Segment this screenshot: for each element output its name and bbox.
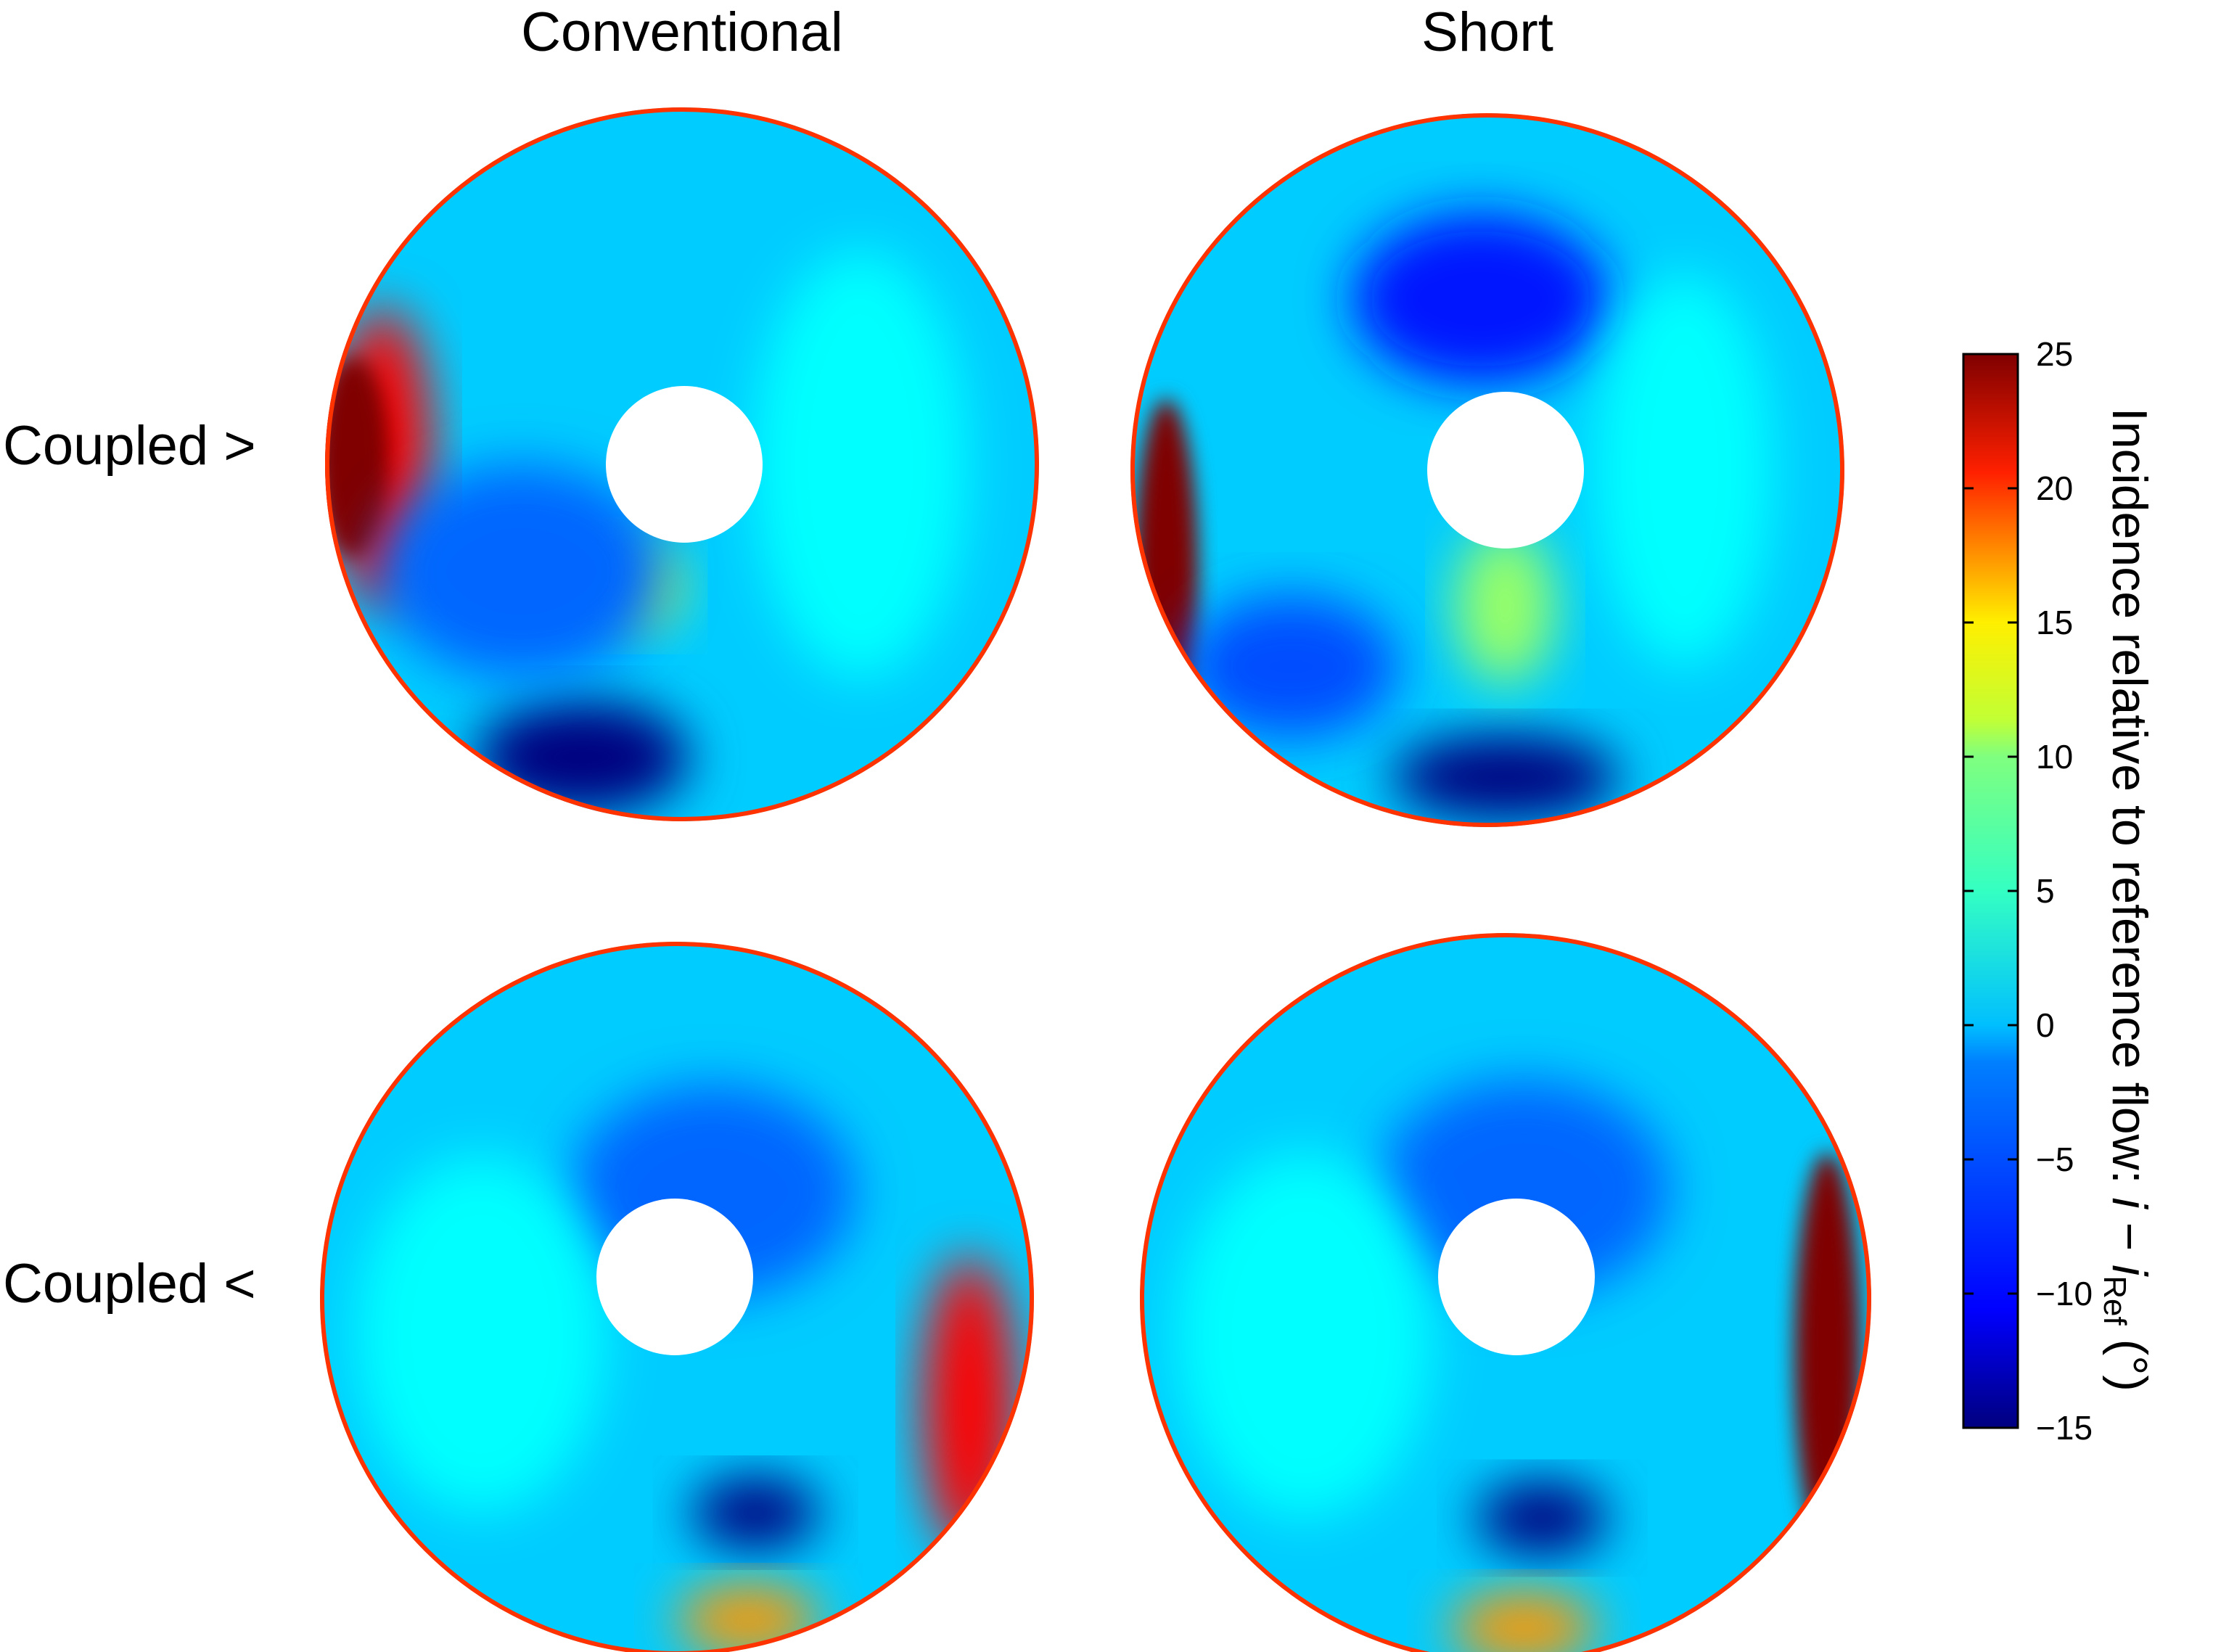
colorbar-tick-label: 15 bbox=[2036, 604, 2074, 641]
colorbar-tick-label: 0 bbox=[2036, 1006, 2055, 1044]
annulus-map-short-coupled-less bbox=[1140, 933, 1871, 1652]
incidence-region-conventional-coupled-greater-2 bbox=[475, 699, 689, 815]
incidence-region-short-coupled-less-0 bbox=[1794, 1152, 1860, 1555]
incidence-region-short-coupled-greater-5 bbox=[1594, 274, 1773, 667]
annulus-outer-rim bbox=[325, 107, 1039, 821]
colorbar-tick-label: −15 bbox=[2036, 1409, 2093, 1447]
incidence-region-short-coupled-less-4 bbox=[1176, 1152, 1433, 1519]
incidence-region-conventional-coupled-greater-4 bbox=[378, 464, 665, 679]
incidence-region-short-coupled-less-1 bbox=[1476, 1481, 1609, 1555]
annulus-outer-rim bbox=[320, 942, 1034, 1652]
incidence-region-short-coupled-greater-0 bbox=[1133, 398, 1199, 756]
incidence-region-conventional-coupled-less-0 bbox=[923, 1255, 1017, 1556]
colorbar-tick-label: −10 bbox=[2036, 1275, 2093, 1312]
annulus-map-conventional-coupled-greater bbox=[325, 107, 1039, 821]
column-title-short: Short bbox=[1421, 1, 1553, 63]
annulus-map-conventional-coupled-less bbox=[320, 942, 1034, 1652]
row-label-coupled-greater: Coupled > bbox=[3, 415, 256, 477]
incidence-region-short-coupled-greater-2 bbox=[1352, 213, 1609, 385]
incidence-region-short-coupled-greater-1 bbox=[1391, 734, 1620, 821]
hub-hole bbox=[596, 1199, 753, 1355]
row-label-coupled-less: Coupled < bbox=[3, 1253, 256, 1315]
incidence-region-conventional-coupled-less-1 bbox=[691, 1477, 820, 1549]
hub-hole bbox=[606, 386, 763, 543]
annulus-outer-rim bbox=[1130, 113, 1844, 827]
column-title-conventional: Conventional bbox=[521, 1, 843, 63]
incidence-region-conventional-coupled-greater-1 bbox=[325, 357, 390, 557]
hub-hole bbox=[1427, 392, 1584, 548]
colorbar-tick-label: 25 bbox=[2036, 335, 2074, 373]
incidence-region-short-coupled-less-2 bbox=[1450, 1591, 1597, 1652]
colorbar-tick-label: 10 bbox=[2036, 738, 2074, 776]
incidence-region-conventional-coupled-less-4 bbox=[356, 1156, 606, 1513]
annulus-outer-rim bbox=[1140, 933, 1871, 1652]
incidence-region-short-coupled-greater-4 bbox=[1183, 595, 1398, 738]
colorbar-label: Incidence relative to reference flow: i … bbox=[2097, 407, 2157, 1392]
annulus-map-short-coupled-greater bbox=[1130, 113, 1844, 827]
incidence-region-short-coupled-greater-3 bbox=[1455, 527, 1556, 685]
colorbar-tick-label: −5 bbox=[2036, 1141, 2074, 1178]
colorbar-tick-label: 5 bbox=[2036, 872, 2055, 910]
incidence-region-conventional-coupled-greater-5 bbox=[753, 250, 968, 679]
colorbar-tick-label: 20 bbox=[2036, 469, 2074, 507]
hub-hole bbox=[1438, 1199, 1595, 1355]
